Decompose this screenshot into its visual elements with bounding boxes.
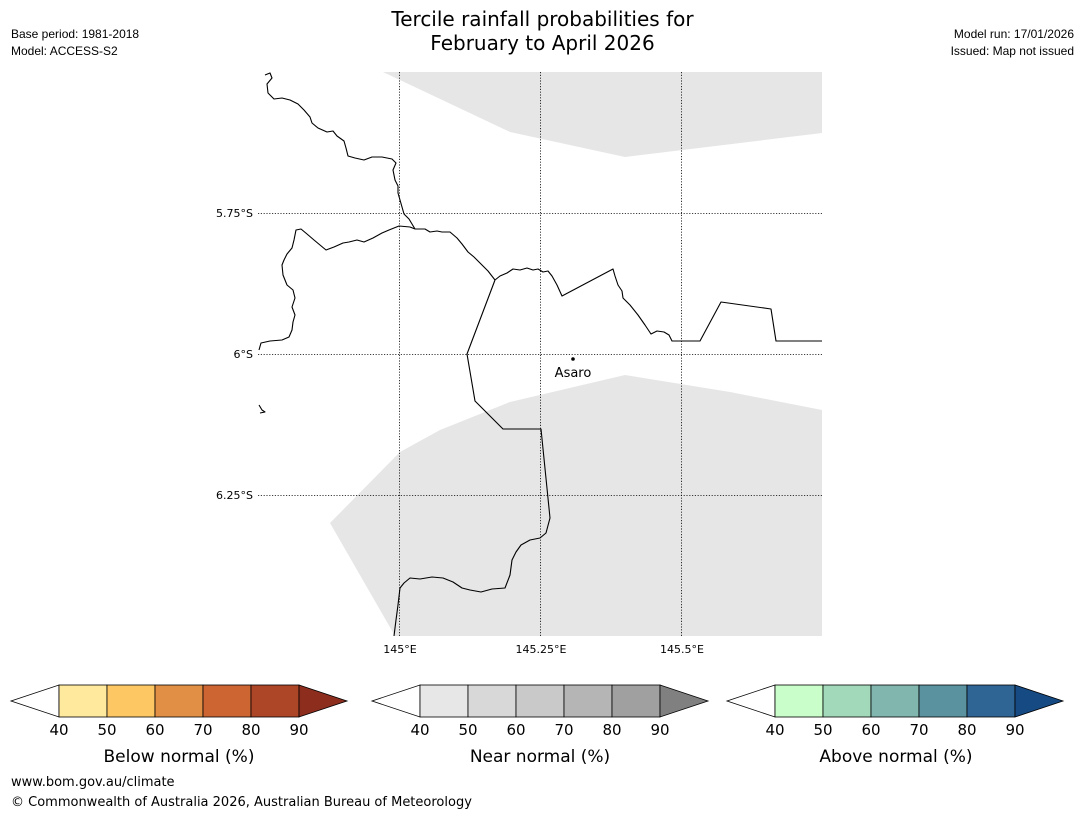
colorbar-below-normal: 40 50 60 70 80 90 Below normal (%) bbox=[9, 684, 349, 767]
colorbar-above-normal-bin-40-50 bbox=[774, 684, 824, 718]
boundary-province-line bbox=[393, 279, 551, 636]
boundary-west-fragment bbox=[258, 404, 266, 414]
colorbar-near-normal-bin-60-70 bbox=[515, 684, 565, 718]
colorbar-near-normal-tick-90: 90 bbox=[650, 721, 669, 739]
colorbar-below-normal-bin-40-50 bbox=[58, 684, 108, 718]
lon-label-145-25e: 145.25°E bbox=[516, 643, 567, 656]
colorbar-below-normal-bin-50-60 bbox=[106, 684, 156, 718]
colorbar-near-normal-tick-50: 50 bbox=[458, 721, 477, 739]
boundary-central-north bbox=[415, 228, 496, 281]
colorbar-below-normal-bin-60-70 bbox=[154, 684, 204, 718]
model-run-text: Model run: 17/01/2026 bbox=[953, 27, 1074, 41]
colorbar-near-normal-max-arrow bbox=[659, 684, 710, 718]
colorbar-near-normal: 40 50 60 70 80 90 Near normal (%) bbox=[370, 684, 710, 767]
colorbar-near-normal-tick-40: 40 bbox=[410, 721, 429, 739]
colorbar-above-normal-bin-60-70 bbox=[870, 684, 920, 718]
colorbar-below-normal-tick-50: 50 bbox=[97, 721, 116, 739]
colorbar-above-normal-tick-40: 40 bbox=[765, 721, 784, 739]
boundary-west bbox=[258, 225, 416, 351]
boundaries bbox=[258, 72, 822, 636]
boundary-east bbox=[494, 267, 822, 342]
colorbar-near-normal-bin-80-90 bbox=[611, 684, 661, 718]
colorbar-near-normal-tick-60: 60 bbox=[506, 721, 525, 739]
colorbar-below-normal-max-arrow bbox=[298, 684, 349, 718]
colorbar-above-normal-tick-70: 70 bbox=[909, 721, 928, 739]
colorbar-below-normal-tick-40: 40 bbox=[49, 721, 68, 739]
colorbar-above-normal: 40 50 60 70 80 90 Above normal (%) bbox=[725, 684, 1065, 767]
title-line-1: Tercile rainfall probabilities for bbox=[391, 7, 694, 31]
probability-shading-north bbox=[383, 72, 822, 157]
map-title: Tercile rainfall probabilities for Febru… bbox=[0, 7, 1085, 55]
colorbar-above-normal-tick-50: 50 bbox=[813, 721, 832, 739]
issued-text: Issued: Map not issued bbox=[950, 44, 1074, 58]
colorbar-above-normal-bin-50-60 bbox=[822, 684, 872, 718]
colorbar-near-normal-bin-70-80 bbox=[563, 684, 613, 718]
colorbar-near-normal-label: Near normal (%) bbox=[470, 747, 610, 767]
colorbar-near-normal-tick-70: 70 bbox=[554, 721, 573, 739]
colorbar-below-normal-bin-80-90 bbox=[250, 684, 300, 718]
base-period-info: Base period: 1981-2018 Model: ACCESS-S2 bbox=[11, 26, 139, 60]
footer-copyright: © Commonwealth of Australia 2026, Austra… bbox=[11, 795, 472, 810]
lat-label-6s: 6°S bbox=[234, 348, 253, 361]
colorbar-near-normal-bin-40-50 bbox=[419, 684, 469, 718]
colorbar-below-normal-bin-70-80 bbox=[202, 684, 252, 718]
model-run-info: Model run: 17/01/2026 Issued: Map not is… bbox=[951, 26, 1074, 60]
colorbar-above-normal-max-arrow bbox=[1014, 684, 1065, 718]
asaro-marker bbox=[571, 357, 575, 361]
colorbar-below-normal-tick-60: 60 bbox=[145, 721, 164, 739]
colorbar-below-normal-tick-70: 70 bbox=[193, 721, 212, 739]
colorbar-near-normal-tick-80: 80 bbox=[602, 721, 621, 739]
colorbar-above-normal-tick-90: 90 bbox=[1005, 721, 1024, 739]
model-text: Model: ACCESS-S2 bbox=[11, 44, 118, 58]
boundary-northwest bbox=[264, 72, 416, 230]
lon-label-145e: 145°E bbox=[383, 643, 416, 656]
colorbar-below-normal-tick-80: 80 bbox=[241, 721, 260, 739]
lon-label-145-5e: 145.5°E bbox=[660, 643, 704, 656]
footer-url: www.bom.gov.au/climate bbox=[11, 775, 175, 790]
place-label-asaro: Asaro bbox=[555, 366, 592, 381]
probability-shading-south bbox=[330, 375, 822, 636]
colorbar-below-normal-label: Below normal (%) bbox=[104, 747, 255, 767]
colorbar-above-normal-min-arrow bbox=[725, 684, 776, 718]
lat-label-5-75s: 5.75°S bbox=[216, 207, 253, 220]
colorbar-below-normal-tick-90: 90 bbox=[289, 721, 308, 739]
colorbar-above-normal-tick-80: 80 bbox=[957, 721, 976, 739]
colorbar-below-normal-min-arrow bbox=[9, 684, 60, 718]
title-line-2: February to April 2026 bbox=[430, 31, 655, 55]
lat-label-6-25s: 6.25°S bbox=[216, 489, 253, 502]
colorbar-above-normal-bin-80-90 bbox=[966, 684, 1016, 718]
colorbar-above-normal-tick-60: 60 bbox=[861, 721, 880, 739]
colorbar-near-normal-bin-50-60 bbox=[467, 684, 517, 718]
base-period-text: Base period: 1981-2018 bbox=[11, 27, 140, 41]
map-panel: Asaro bbox=[258, 72, 822, 636]
colorbar-above-normal-bin-70-80 bbox=[918, 684, 968, 718]
colorbar-near-normal-min-arrow bbox=[370, 684, 421, 718]
colorbar-above-normal-label: Above normal (%) bbox=[819, 747, 972, 767]
